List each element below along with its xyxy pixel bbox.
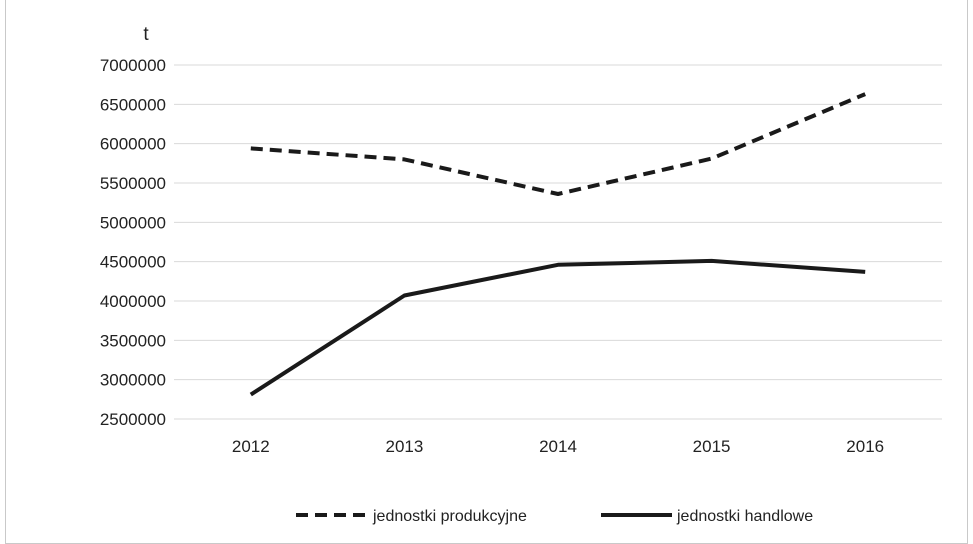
gridlines xyxy=(174,64,942,420)
x-tick-label: 2012 xyxy=(232,437,270,456)
y-axis-unit-label: t xyxy=(143,24,149,45)
y-tick-label: 3500000 xyxy=(100,331,166,350)
x-tick-label: 2014 xyxy=(539,437,577,456)
legend-label: jednostki handlowe xyxy=(676,508,813,525)
legend-label: jednostki produkcyjne xyxy=(372,508,527,525)
series-line-jednostki-handlowe xyxy=(249,258,866,397)
y-tick-label: 6500000 xyxy=(100,95,166,114)
x-tick-label: 2015 xyxy=(693,437,731,456)
series-lines xyxy=(249,92,866,397)
x-axis-tick-labels: 2012 2013 2014 2015 2016 xyxy=(232,437,884,456)
chart-frame xyxy=(5,0,968,544)
y-tick-label: 3000000 xyxy=(100,371,166,390)
y-tick-label: 4500000 xyxy=(100,253,166,272)
legend: jednostki produkcyjne jednostki handlowe xyxy=(296,508,813,525)
x-tick-label: 2013 xyxy=(385,437,423,456)
y-axis-tick-labels: 2500000 3000000 3500000 4000000 4500000 50000… xyxy=(100,56,166,429)
y-tick-label: 2500000 xyxy=(100,410,166,429)
y-tick-label: 7000000 xyxy=(100,56,166,75)
x-tick-label: 2016 xyxy=(846,437,884,456)
series-line-jednostki-produkcyjne xyxy=(250,92,866,196)
y-tick-label: 5500000 xyxy=(100,174,166,193)
y-tick-label: 4000000 xyxy=(100,292,166,311)
y-tick-label: 5000000 xyxy=(100,213,166,232)
y-tick-label: 6000000 xyxy=(100,135,166,154)
